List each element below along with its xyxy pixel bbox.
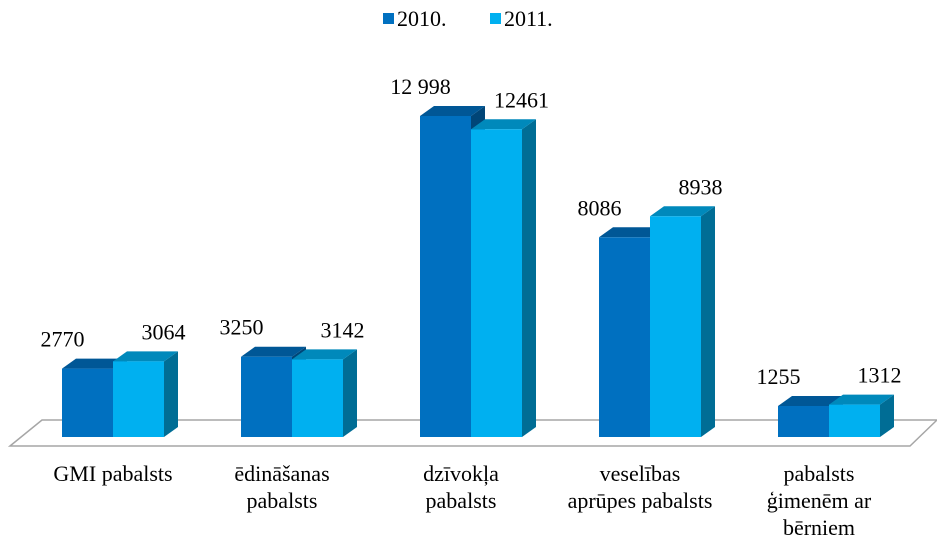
legend-swatch: [383, 13, 394, 24]
bar-top: [829, 394, 894, 405]
value-label: 3064: [142, 319, 186, 344]
bar-top: [292, 349, 357, 360]
bar-top: [420, 106, 485, 116]
value-label: 3142: [321, 317, 365, 342]
bar-side: [164, 351, 178, 437]
x-tick-label: ēdināšanas pabalsts: [234, 461, 330, 513]
bar-side: [880, 394, 894, 437]
bar: [420, 116, 471, 437]
value-label: 12 998: [390, 74, 451, 99]
bar-top: [241, 346, 306, 357]
bar: [778, 406, 829, 437]
x-tick-label: GMI pabalsts: [53, 461, 173, 486]
bar-top: [113, 351, 178, 362]
value-label: 8086: [578, 195, 622, 220]
x-tick-label: dzīvokļa pabalsts: [423, 461, 499, 513]
bar: [471, 129, 522, 437]
bar-side: [701, 206, 715, 437]
value-label: 1255: [757, 364, 801, 389]
value-label: 3250: [220, 315, 264, 340]
bar-top: [599, 227, 664, 238]
bar: [650, 216, 701, 437]
legend-label: 2010.: [397, 6, 447, 31]
value-label: 1312: [858, 363, 902, 388]
bar-top: [471, 119, 536, 130]
bar-top: [62, 358, 127, 369]
value-label: 8938: [679, 174, 723, 199]
value-label: 12461: [494, 87, 549, 112]
legend-label: 2011.: [504, 6, 553, 31]
bar: [829, 404, 880, 437]
bar-side: [522, 119, 536, 437]
bar: [241, 356, 292, 437]
x-tick-label: veselības aprūpes pabalsts: [567, 461, 713, 513]
legend-swatch: [490, 13, 501, 24]
bar: [292, 359, 343, 437]
x-tick-label: pabalsts ģimenēm ar bērniem: [766, 461, 872, 540]
bar: [113, 361, 164, 437]
bar: [62, 368, 113, 437]
value-label: 2770: [41, 327, 85, 352]
bar: [599, 237, 650, 437]
bar-side: [343, 349, 357, 437]
bar-top: [778, 396, 843, 407]
bar-top: [650, 206, 715, 217]
